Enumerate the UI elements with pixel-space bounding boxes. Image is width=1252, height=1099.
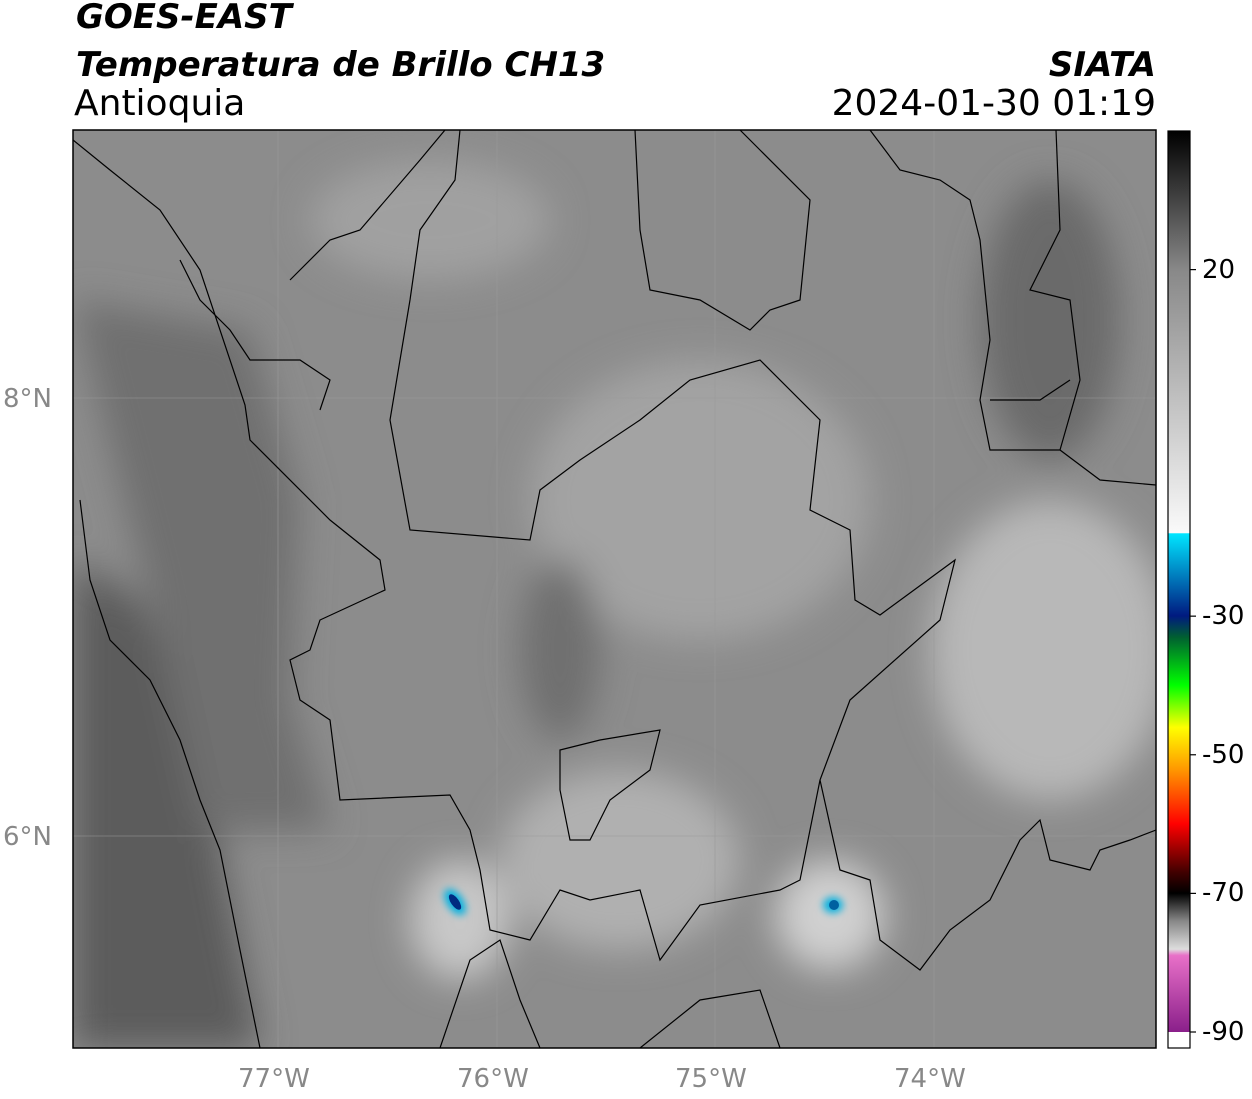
- lon-label: 75°W: [675, 1064, 747, 1094]
- colorbar-tick-label: 20: [1202, 254, 1236, 285]
- colorbar-tick-label: -30: [1202, 601, 1245, 632]
- product-title: Temperatura de Brillo CH13: [76, 45, 606, 85]
- map-frame: [72, 129, 1157, 1049]
- lon-label: 76°W: [457, 1064, 529, 1094]
- map-image: [73, 130, 1156, 1048]
- colorbar: [1167, 130, 1191, 1049]
- lat-label: 8°N: [3, 384, 52, 414]
- datetime: 2024-01-30 01:19: [831, 83, 1156, 124]
- lon-label: 74°W: [894, 1064, 966, 1094]
- lon-label: 77°W: [238, 1064, 310, 1094]
- agency: SIATA: [1048, 45, 1156, 85]
- region: Antioquia: [74, 83, 246, 124]
- satellite-title: GOES-EAST: [76, 0, 292, 37]
- lat-label: 6°N: [3, 822, 52, 852]
- colorbar-tick-label: -70: [1202, 878, 1245, 909]
- colorbar-tick-label: -50: [1202, 739, 1245, 770]
- colorbar-tick-label: -90: [1202, 1017, 1245, 1047]
